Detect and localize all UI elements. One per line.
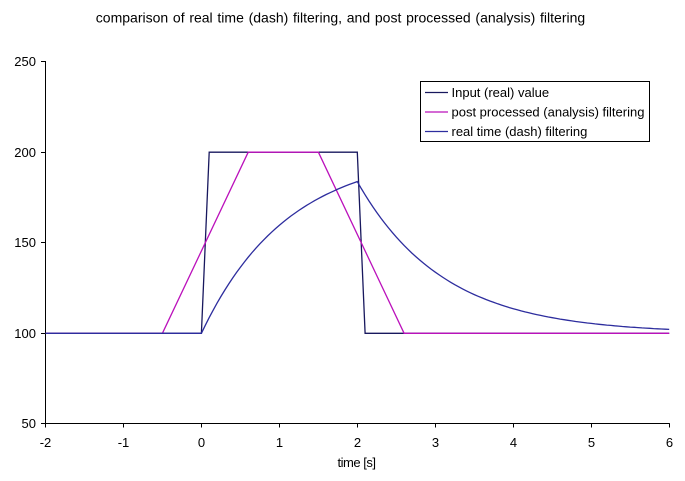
svg-text:2: 2 [354, 435, 361, 450]
svg-text:comparison of real time (dash): comparison of real time (dash) filtering… [96, 10, 585, 26]
svg-text:4: 4 [510, 435, 517, 450]
svg-text:5: 5 [588, 435, 595, 450]
svg-text:3: 3 [432, 435, 439, 450]
svg-text:-2: -2 [40, 435, 52, 450]
svg-text:50: 50 [22, 416, 36, 431]
svg-text:time [s]: time [s] [338, 455, 376, 470]
svg-text:250: 250 [14, 54, 36, 69]
svg-text:1: 1 [276, 435, 283, 450]
svg-text:6: 6 [666, 435, 673, 450]
svg-text:real time (dash) filtering: real time (dash) filtering [452, 124, 588, 139]
svg-text:150: 150 [14, 235, 36, 250]
svg-text:0: 0 [198, 435, 205, 450]
svg-text:200: 200 [14, 145, 36, 160]
svg-text:100: 100 [14, 326, 36, 341]
svg-text:-1: -1 [118, 435, 130, 450]
svg-text:post processed (analysis) filt: post processed (analysis) filtering [452, 104, 645, 119]
svg-text:Input (real) value: Input (real) value [452, 85, 550, 100]
